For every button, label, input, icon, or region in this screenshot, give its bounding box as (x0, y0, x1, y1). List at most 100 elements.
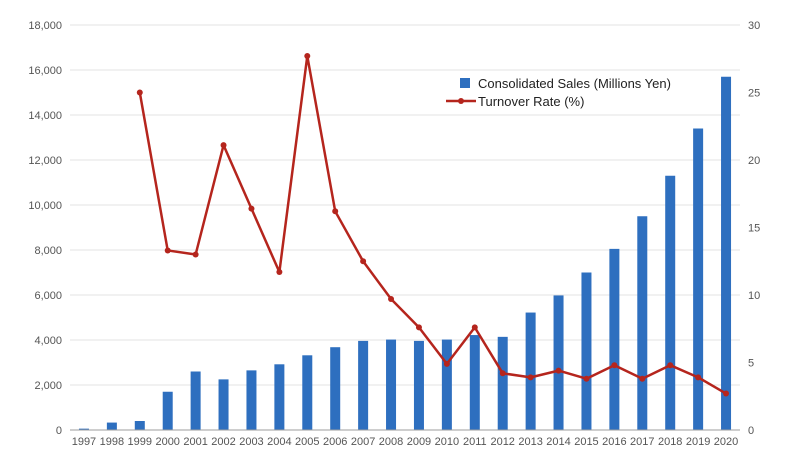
bar (525, 312, 536, 430)
line-point (471, 324, 478, 331)
right-axis: 0 5 10 15 20 25 30 (748, 20, 760, 437)
bar (413, 340, 424, 430)
bar (693, 128, 704, 430)
bar (609, 248, 620, 430)
y-right-tick-label: 25 (748, 88, 760, 100)
line-point (136, 89, 143, 96)
line-point (555, 367, 562, 374)
left-axis: 0 2,000 4,000 6,000 8,000 10,000 12,000 14,000 1… (28, 20, 62, 437)
line-point (220, 142, 227, 149)
bar (497, 336, 508, 430)
bar (218, 379, 229, 430)
y-left-tick-label: 2,000 (34, 380, 62, 392)
bar (106, 422, 117, 430)
bar (469, 335, 480, 430)
turnover-series-line (138, 54, 727, 395)
bar (721, 76, 732, 430)
bar (386, 339, 397, 430)
y-left-tick-label: 16,000 (28, 65, 62, 77)
bar (190, 371, 201, 430)
y-left-tick-label: 14,000 (28, 110, 62, 122)
line-point (164, 247, 171, 254)
legend: Consolidated Sales (Millions Yen) Turnov… (446, 76, 671, 109)
y-right-tick-label: 15 (748, 223, 760, 235)
line-point (639, 375, 646, 382)
bar (637, 216, 648, 430)
y-right-tick-label: 30 (748, 20, 760, 32)
line-point (527, 374, 534, 381)
bar (441, 339, 452, 430)
bar (553, 295, 564, 430)
x-tick-label: 2004 (267, 436, 291, 448)
line-point (304, 53, 311, 60)
bar (274, 364, 285, 430)
bar (665, 175, 676, 430)
bar (162, 391, 173, 430)
x-tick-label: 2012 (490, 436, 514, 448)
line-point (499, 370, 506, 377)
x-tick-label: 2006 (323, 436, 347, 448)
x-tick-label: 2013 (518, 436, 542, 448)
x-tick-label: 2016 (602, 436, 626, 448)
x-tick-label: 2015 (574, 436, 598, 448)
x-tick-label: 1997 (72, 436, 96, 448)
bar (581, 272, 592, 430)
x-tick-label: 2017 (630, 436, 654, 448)
y-left-tick-label: 4,000 (34, 335, 62, 347)
legend-label-turnover: Turnover Rate (%) (478, 94, 584, 109)
x-tick-label: 2020 (714, 436, 738, 448)
line-point (583, 375, 590, 382)
bar (134, 421, 145, 430)
y-right-tick-label: 0 (748, 425, 754, 437)
y-left-tick-label: 12,000 (28, 155, 62, 167)
line-point (192, 251, 199, 258)
y-right-tick-label: 10 (748, 290, 760, 302)
x-axis: 1997 1998 1999 2000 2001 2002 2003 2004 2005 2006… (70, 429, 740, 448)
legend-label-sales: Consolidated Sales (Millions Yen) (478, 76, 671, 91)
line-point (667, 362, 674, 369)
line-point (611, 362, 618, 369)
bar (78, 428, 89, 430)
line-point (723, 390, 730, 397)
line-point (415, 324, 422, 331)
y-left-tick-label: 6,000 (34, 290, 62, 302)
x-tick-label: 2019 (686, 436, 710, 448)
line-point (276, 269, 283, 276)
line-point (248, 205, 255, 212)
x-tick-label: 2005 (295, 436, 319, 448)
x-tick-label: 2011 (463, 436, 487, 448)
x-tick-label: 2003 (239, 436, 263, 448)
bar (302, 355, 313, 430)
x-tick-label: 2009 (407, 436, 431, 448)
x-tick-label: 2002 (211, 436, 235, 448)
line-point (388, 296, 395, 303)
x-tick-label: 1999 (128, 436, 152, 448)
x-tick-label: 2010 (435, 436, 459, 448)
y-left-tick-label: 8,000 (34, 245, 62, 257)
x-tick-label: 2008 (379, 436, 403, 448)
y-left-tick-label: 18,000 (28, 20, 62, 32)
sales-bars (78, 76, 732, 430)
x-tick-label: 2001 (183, 436, 207, 448)
x-tick-label: 2000 (155, 436, 179, 448)
line-point (695, 374, 702, 381)
x-tick-label: 2018 (658, 436, 682, 448)
legend-swatch-turnover-marker (458, 98, 464, 104)
turnover-line (136, 53, 730, 397)
line-point (360, 258, 367, 265)
legend-swatch-sales (460, 78, 470, 88)
y-left-tick-label: 10,000 (28, 200, 62, 212)
line-point (332, 208, 339, 215)
x-tick-label: 2007 (351, 436, 375, 448)
y-right-tick-label: 20 (748, 155, 760, 167)
y-left-tick-label: 0 (56, 425, 62, 437)
y-right-tick-label: 5 (748, 358, 754, 370)
gridlines (70, 24, 740, 431)
bar (330, 347, 341, 430)
bar (246, 370, 257, 430)
bar (358, 340, 369, 430)
x-tick-label: 1998 (100, 436, 124, 448)
x-tick-label: 2014 (546, 436, 570, 448)
line-point (443, 360, 450, 367)
